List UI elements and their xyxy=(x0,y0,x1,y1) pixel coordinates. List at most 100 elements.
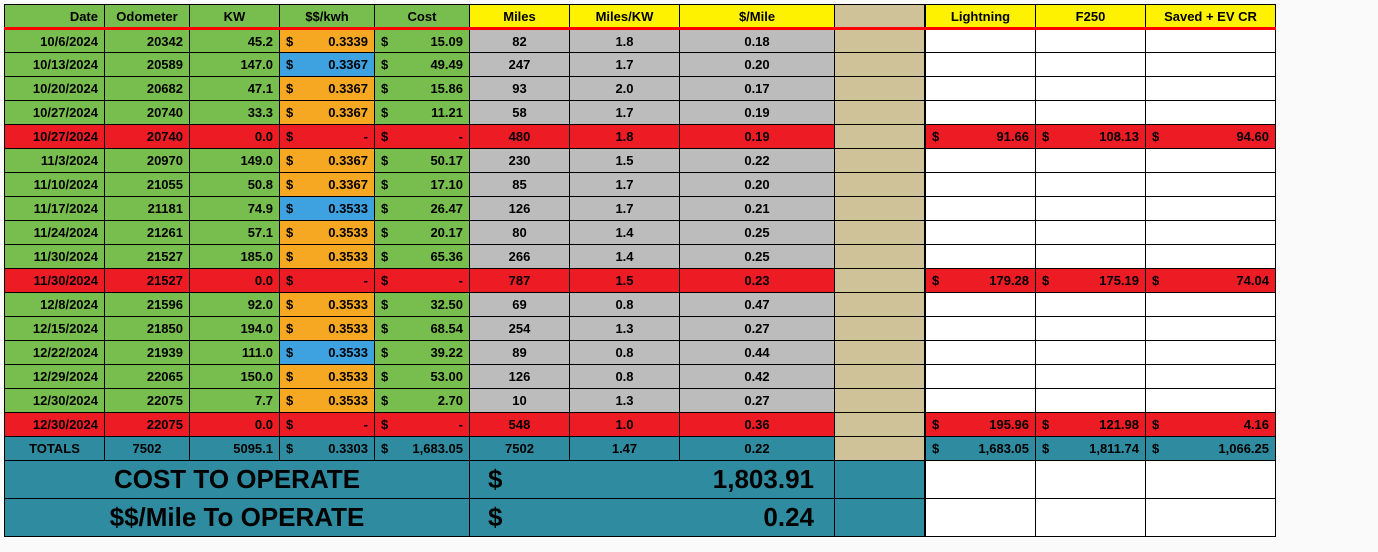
hdr-light: Lightning xyxy=(926,5,1036,29)
cell: 548 xyxy=(470,413,570,437)
banner-row-2: $$/Mile To OPERATE0.24 xyxy=(5,499,925,537)
cell: 0.19 xyxy=(680,101,835,125)
cell xyxy=(1036,197,1146,221)
cell xyxy=(1036,317,1146,341)
cell: 12/29/2024 xyxy=(5,365,105,389)
cell: 0.3303 xyxy=(280,437,375,461)
cell: 45.2 xyxy=(190,29,280,53)
cell: 0.27 xyxy=(680,389,835,413)
cell xyxy=(835,341,925,365)
cell: 74.9 xyxy=(190,197,280,221)
cell: 21527 xyxy=(105,245,190,269)
cell xyxy=(926,293,1036,317)
cell: 0.21 xyxy=(680,197,835,221)
cell: 0.8 xyxy=(570,365,680,389)
cell: 0.3533 xyxy=(280,245,375,269)
cell: 194.0 xyxy=(190,317,280,341)
cell: 11/30/2024 xyxy=(5,269,105,293)
cell xyxy=(835,365,925,389)
cell xyxy=(926,29,1036,53)
cell: 0.22 xyxy=(680,149,835,173)
table-row: 10/13/202420589147.00.336749.492471.70.2… xyxy=(5,53,925,77)
side-totals-row: 1,683.051,811.741,066.25 xyxy=(926,437,1276,461)
cell: 93 xyxy=(470,77,570,101)
cell: 20740 xyxy=(105,125,190,149)
cell: 39.22 xyxy=(375,341,470,365)
cell: 12/30/2024 xyxy=(5,413,105,437)
cell xyxy=(835,221,925,245)
header-row: Date Odometer KW $$/kwh Cost Miles Miles… xyxy=(5,5,925,29)
banner-row-1: COST TO OPERATE1,803.91 xyxy=(5,461,925,499)
cell xyxy=(835,317,925,341)
cell xyxy=(1146,293,1276,317)
side-row xyxy=(926,365,1276,389)
cell: 10/27/2024 xyxy=(5,101,105,125)
side-row xyxy=(926,173,1276,197)
cell xyxy=(926,365,1036,389)
cell xyxy=(835,413,925,437)
cell: 121.98 xyxy=(1036,413,1146,437)
cell: 126 xyxy=(470,197,570,221)
cell: 0.0 xyxy=(190,413,280,437)
cell: 1.47 xyxy=(570,437,680,461)
cell: 0.8 xyxy=(570,341,680,365)
cell: 89 xyxy=(470,341,570,365)
cell: 0.20 xyxy=(680,173,835,197)
cell: 26.47 xyxy=(375,197,470,221)
cell xyxy=(1036,77,1146,101)
table-row: 12/15/202421850194.00.353368.542541.30.2… xyxy=(5,317,925,341)
cell: 10/13/2024 xyxy=(5,53,105,77)
table-row: 11/10/20242105550.80.336717.10851.70.20 xyxy=(5,173,925,197)
cell: - xyxy=(375,269,470,293)
cell: 149.0 xyxy=(190,149,280,173)
cell xyxy=(926,53,1036,77)
cell: 20740 xyxy=(105,101,190,125)
cell: 1.8 xyxy=(570,125,680,149)
cell: 0.3533 xyxy=(280,293,375,317)
cell: 0.27 xyxy=(680,317,835,341)
cell xyxy=(1036,101,1146,125)
cell: 20682 xyxy=(105,77,190,101)
side-row xyxy=(926,389,1276,413)
cell: 0.0 xyxy=(190,269,280,293)
cell: 11/30/2024 xyxy=(5,245,105,269)
cell: 0.3339 xyxy=(280,29,375,53)
cell: 22065 xyxy=(105,365,190,389)
cell: 21181 xyxy=(105,197,190,221)
cell: 20589 xyxy=(105,53,190,77)
cell: 266 xyxy=(470,245,570,269)
cell: 2.70 xyxy=(375,389,470,413)
cell xyxy=(1146,221,1276,245)
side-row xyxy=(926,29,1276,53)
cell: 0.3533 xyxy=(280,365,375,389)
cell: 4.16 xyxy=(1146,413,1276,437)
cell xyxy=(1036,341,1146,365)
cell xyxy=(835,389,925,413)
cell xyxy=(1036,461,1146,499)
cell: 92.0 xyxy=(190,293,280,317)
table-row: 11/30/2024215270.0--7871.50.23 xyxy=(5,269,925,293)
cell: 787 xyxy=(470,269,570,293)
cell xyxy=(1146,53,1276,77)
cell: 7.7 xyxy=(190,389,280,413)
table-row: 12/30/2024220750.0--5481.00.36 xyxy=(5,413,925,437)
cell: 21261 xyxy=(105,221,190,245)
hdr-date: Date xyxy=(5,5,105,29)
cell xyxy=(835,461,925,499)
cell: - xyxy=(280,269,375,293)
cell xyxy=(835,29,925,53)
cell: 17.10 xyxy=(375,173,470,197)
cell: 150.0 xyxy=(190,365,280,389)
cell xyxy=(926,245,1036,269)
cell: 21596 xyxy=(105,293,190,317)
hdr-odo: Odometer xyxy=(105,5,190,29)
cell: 1.7 xyxy=(570,173,680,197)
cell: 11/17/2024 xyxy=(5,197,105,221)
table-row: 11/3/202420970149.00.336750.172301.50.22 xyxy=(5,149,925,173)
cell: 15.86 xyxy=(375,77,470,101)
cell: 91.66 xyxy=(926,125,1036,149)
cell: 0.25 xyxy=(680,221,835,245)
cell xyxy=(1146,341,1276,365)
cell: 50.17 xyxy=(375,149,470,173)
cell: 11.21 xyxy=(375,101,470,125)
